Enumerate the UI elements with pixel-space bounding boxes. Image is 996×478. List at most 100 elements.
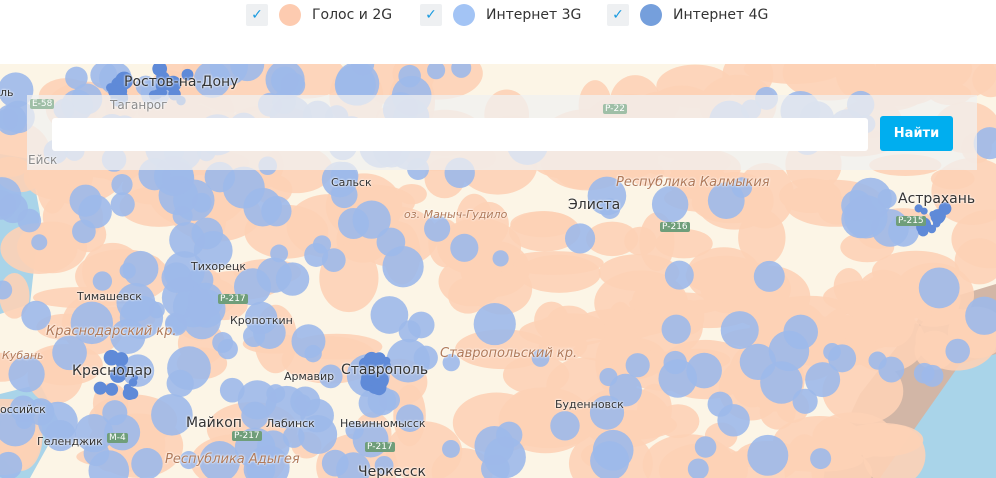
3g-coverage-area (345, 421, 364, 440)
legend-internet-4g[interactable]: ✓ Интернет 4G (607, 4, 768, 26)
checkbox-voice-2g[interactable]: ✓ (246, 4, 268, 26)
3g-coverage-area (687, 458, 709, 478)
3g-coverage-area (165, 312, 187, 335)
3g-coverage-area (92, 271, 113, 291)
3g-coverage-area (589, 395, 625, 430)
city-label: Элиста (568, 197, 621, 213)
3g-coverage-area (116, 282, 156, 322)
3g-coverage-area (193, 231, 233, 270)
road-sign: P-215 (896, 216, 926, 226)
city-label: Лабинск (266, 417, 315, 430)
city-label: Астрахань (898, 191, 976, 207)
voice-coverage-area (972, 64, 996, 98)
3g-coverage-area (0, 108, 19, 131)
3g-coverage-area (382, 246, 424, 288)
city-label: Ейск (28, 153, 58, 167)
3g-coverage-area (550, 411, 580, 441)
check-icon: ✓ (612, 7, 624, 23)
3g-coverage-area (271, 66, 299, 95)
3g-coverage-area (599, 367, 618, 387)
3g-coverage-area (424, 215, 451, 242)
voice-coverage-area (508, 211, 581, 252)
voice-coverage-area (502, 355, 570, 395)
road-sign: P-217 (232, 431, 262, 441)
voice-coverage-area (468, 201, 509, 247)
find-button[interactable]: Найти (880, 116, 953, 151)
4g-coverage-area (930, 209, 946, 224)
3g-coverage-area (378, 389, 400, 411)
internet-3g-color-dot (453, 4, 475, 26)
4g-coverage-area (117, 365, 128, 375)
3g-coverage-area (945, 338, 970, 364)
3g-coverage-area (720, 311, 759, 350)
3g-coverage-area (739, 343, 776, 380)
3g-coverage-area (805, 362, 841, 398)
legend-voice-2g[interactable]: ✓ Голос и 2G (246, 4, 392, 26)
3g-coverage-area (69, 184, 102, 217)
city-label: Краснодар (72, 363, 152, 379)
3g-coverage-area (747, 434, 789, 476)
city-label: Невинномысск (340, 417, 426, 430)
region-label: Республика Адыгея (165, 452, 300, 467)
city-label: Тимашевск (77, 290, 142, 303)
3g-coverage-area (74, 414, 114, 453)
voice-coverage-area (534, 301, 569, 340)
voice-coverage-area (598, 254, 680, 292)
3g-coverage-area (374, 455, 394, 475)
3g-coverage-area (370, 296, 409, 334)
3g-coverage-area (451, 64, 472, 78)
4g-coverage-area (119, 78, 127, 86)
city-label: Ставрополь (341, 362, 429, 378)
check-icon: ✓ (425, 7, 437, 23)
3g-coverage-area (0, 72, 34, 108)
city-label: Буденновск (555, 398, 624, 411)
3g-coverage-area (694, 436, 717, 458)
3g-coverage-area (396, 404, 424, 432)
3g-coverage-area (973, 127, 996, 160)
address-search-input[interactable] (52, 118, 868, 151)
voice-coverage-area (586, 221, 639, 257)
3g-coverage-area (110, 192, 135, 217)
3g-coverage-area (245, 445, 290, 478)
region-label: Республика Калмыкия (616, 175, 770, 190)
3g-coverage-area (661, 314, 691, 344)
3g-coverage-area (664, 260, 694, 290)
3g-coverage-area (609, 373, 642, 407)
3g-coverage-area (166, 369, 194, 398)
3g-coverage-area (300, 398, 334, 433)
4g-coverage-area (113, 352, 129, 367)
3g-coverage-area (21, 300, 51, 331)
4g-coverage-area (917, 225, 929, 237)
road-sign: P-22 (603, 104, 627, 114)
3g-coverage-area (52, 335, 87, 371)
voice-coverage-area (637, 383, 672, 435)
checkbox-internet-4g[interactable]: ✓ (607, 4, 629, 26)
check-icon: ✓ (251, 7, 263, 23)
voice-coverage-area (385, 421, 463, 478)
3g-coverage-area (531, 349, 550, 367)
3g-coverage-area (352, 200, 391, 239)
3g-coverage-area (783, 314, 819, 350)
city-label: Кропоткин (230, 314, 293, 327)
legend-internet-3g[interactable]: ✓ Интернет 3G (420, 4, 581, 26)
city-label: Тихорецк (191, 260, 246, 273)
3g-coverage-area (918, 267, 960, 309)
4g-coverage-area (153, 68, 160, 75)
voice-coverage-area (629, 292, 725, 316)
3g-coverage-area (868, 351, 887, 370)
3g-coverage-area (83, 440, 110, 467)
region-label: Краснодарский кр. (46, 324, 177, 339)
3g-coverage-area (792, 388, 818, 414)
3g-coverage-area (330, 181, 358, 209)
3g-coverage-area (0, 177, 22, 217)
3g-coverage-area (564, 223, 596, 254)
3g-coverage-area (131, 448, 163, 478)
4g-coverage-area (127, 388, 139, 400)
voice-coverage-area (863, 424, 926, 478)
checkbox-internet-3g[interactable]: ✓ (420, 4, 442, 26)
voice-coverage-area (655, 228, 713, 259)
voice-coverage-area (833, 268, 864, 306)
3g-coverage-area (8, 355, 45, 393)
3g-coverage-area (413, 345, 438, 370)
3g-coverage-area (590, 441, 630, 478)
